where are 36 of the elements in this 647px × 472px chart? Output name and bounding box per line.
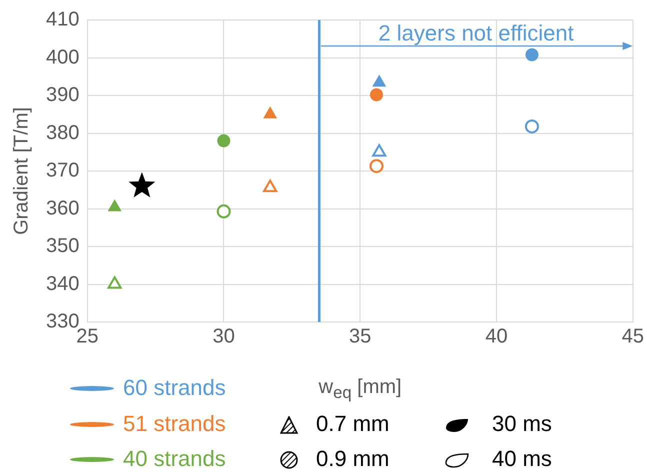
y-tick-label: 350 <box>46 235 80 258</box>
point <box>524 119 539 134</box>
y-tick-label: 410 <box>46 8 80 31</box>
point <box>370 88 383 102</box>
annotation: 2 layers not efficient <box>378 20 574 46</box>
text: 40 ms <box>492 446 552 471</box>
x-tick-label: 40 <box>485 326 508 348</box>
point <box>216 204 231 218</box>
point <box>108 200 122 212</box>
text: 0.7 mm <box>316 411 390 436</box>
y-tick-label: 400 <box>46 46 80 68</box>
text: 0.9 mm <box>316 446 390 471</box>
y-tick-label: 390 <box>46 84 80 106</box>
x-tick-label: 35 <box>349 326 372 348</box>
y-tick-label: 340 <box>46 272 80 295</box>
point <box>217 134 230 148</box>
point <box>128 172 156 198</box>
text: 30 ms <box>492 411 552 436</box>
x-tick-label: 30 <box>212 326 235 348</box>
point <box>264 106 277 118</box>
legend-label: 40 strands <box>123 446 226 471</box>
point <box>372 75 386 87</box>
x-tick-label: 45 <box>622 326 644 348</box>
legend-label: 51 strands <box>123 411 226 436</box>
point <box>525 48 538 62</box>
point <box>369 159 384 174</box>
point <box>263 180 278 192</box>
x-axis-title: w$_{eq}$ [mm] <box>318 375 402 404</box>
point <box>372 144 386 157</box>
y-axis-title: Gradient [T/m] <box>10 107 33 235</box>
y-tick-label: 380 <box>46 122 80 144</box>
y-tick-label: 370 <box>46 160 80 182</box>
point <box>108 276 122 289</box>
y-tick-label: 360 <box>46 197 80 220</box>
legend-label: 60 strands <box>123 375 226 400</box>
x-tick-label: 25 <box>76 326 98 348</box>
